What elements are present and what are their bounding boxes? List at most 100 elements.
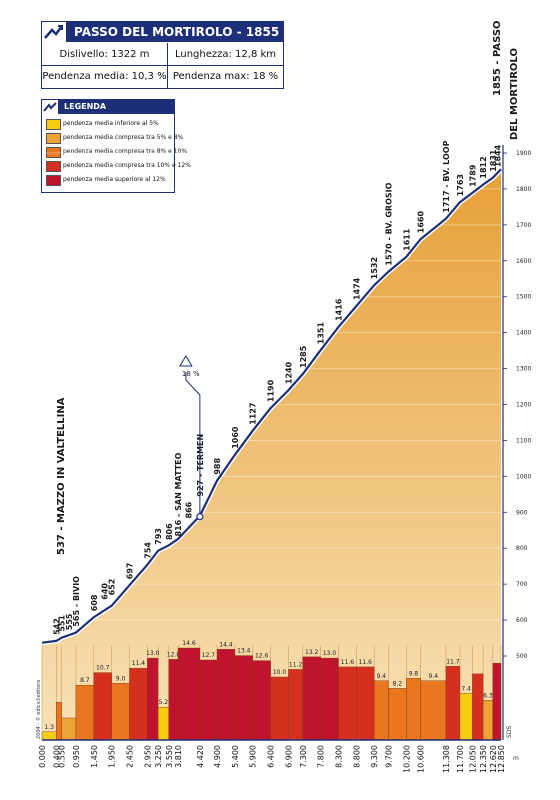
legend: LEGENDA pendenza media inferiore al 5% pe… <box>41 99 191 193</box>
elevation-label: 988 <box>213 458 222 475</box>
x-tick-label: 2.950 <box>143 745 152 768</box>
x-tick-label: 9.300 <box>370 745 379 768</box>
elevation-label: 1190 <box>267 379 276 402</box>
elevation-label: 754 <box>143 542 152 559</box>
x-tick-label: 1.950 <box>108 745 117 768</box>
x-tick-label: 0.400 <box>52 745 61 768</box>
elevation-label: 1351 <box>317 322 326 345</box>
gradient-label: 13.4 <box>237 648 251 655</box>
elevation-label: 1416 <box>334 298 343 321</box>
elevation-label: 1060 <box>231 426 240 449</box>
gradient-label: 9.4 <box>429 673 439 680</box>
page-title: PASSO DEL MORTIROLO - 1855 m <box>74 25 280 59</box>
gradient-bar <box>129 667 148 741</box>
y-tick-label: 600 <box>516 617 528 624</box>
x-tick-label: 0.950 <box>72 745 81 768</box>
x-tick-label: 9.700 <box>384 745 393 768</box>
gradient-bar <box>199 659 218 741</box>
gradient-label: 13.2 <box>305 649 319 656</box>
x-tick-label: 8.800 <box>352 745 361 768</box>
summit-label-2: DEL MORTIROLO <box>509 48 520 140</box>
x-tick-label: 6.400 <box>267 745 276 768</box>
gradient-bar <box>111 683 130 741</box>
y-tick-label: 700 <box>516 581 528 588</box>
legend-swatch <box>46 119 61 130</box>
elevation-label: 1844 <box>493 144 502 167</box>
gradient-bar <box>75 684 94 741</box>
elevation-label: 1831 <box>489 149 498 172</box>
x-tick-label: 11.308 <box>442 745 451 773</box>
gradient-bar <box>356 666 375 741</box>
elevation-label: 816 - SAN MATTEO <box>174 452 183 536</box>
gradient-label: 5.2 <box>159 699 169 706</box>
legend-label: pendenza media compresa tra 5% e 8% <box>63 134 184 141</box>
gradient-bar <box>459 693 473 741</box>
gradient-label: 7.4 <box>461 685 471 692</box>
gradient-label: 13.0 <box>146 650 160 657</box>
elevation-label: 793 <box>154 528 163 545</box>
x-tick-label: 5.900 <box>249 745 258 768</box>
x-tick-label: 10.200 <box>402 745 411 773</box>
gradient-bar <box>41 731 57 741</box>
gradient-label: 12.6 <box>255 653 269 660</box>
profile-area <box>42 169 501 740</box>
y-tick-label: 1000 <box>516 473 531 480</box>
x-tick-label: 0.550 <box>58 745 67 768</box>
x-tick-label: 2.450 <box>126 745 135 768</box>
legend-item: pendenza media compresa tra 10% e 12% <box>46 160 191 172</box>
y-tick-label: 1900 <box>516 150 531 157</box>
x-tick-label: 3.250 <box>154 745 163 768</box>
legend-item: pendenza media compresa tra 5% e 8% <box>46 132 183 144</box>
gradient-bar <box>168 659 179 741</box>
gradient-label: 14.4 <box>219 641 233 648</box>
gradient-label: 11.6 <box>341 659 355 666</box>
legend-swatch <box>46 133 61 144</box>
header-divider-v <box>167 43 168 88</box>
legend-title-bar: LEGENDA <box>42 100 174 114</box>
x-tick-label: 7.300 <box>299 745 308 768</box>
gradient-label: 9.4 <box>377 673 387 680</box>
legend-item: pendenza media inferiore al 5% <box>46 118 174 130</box>
elevation-label: 806 <box>165 523 174 540</box>
gradient-label: 9.8 <box>409 670 419 677</box>
gradient-label: 9.0 <box>116 675 126 682</box>
gradient-bar <box>406 678 421 741</box>
profile-line <box>41 168 502 644</box>
legend-label: pendenza media inferiore al 5% <box>63 120 159 127</box>
gradient-label: 11.7 <box>446 658 460 665</box>
legend-item: pendenza media superiore al 12% <box>46 174 174 186</box>
credit-label: 2004 - © ediciclieditore <box>35 680 42 739</box>
header-title-bar: PASSO DEL MORTIROLO - 1855 m <box>42 22 283 59</box>
x-tick-label: 3.550 <box>165 745 174 768</box>
elevation-label: 1660 <box>417 211 426 234</box>
x-tick-label: 11.700 <box>456 745 465 773</box>
mountain-logo-icon <box>42 22 67 42</box>
y-tick-label: 800 <box>516 545 528 552</box>
x-tick-label: 7.800 <box>317 745 326 768</box>
gradient-bar <box>472 673 484 741</box>
gradient-label: 8.2 <box>393 680 403 687</box>
legend-swatch <box>46 147 61 158</box>
gradient-label: 10.7 <box>96 665 110 672</box>
gradient-label: 11.6 <box>359 659 373 666</box>
y-tick-label: 500 <box>516 653 528 660</box>
y-tick-label: 900 <box>516 509 528 516</box>
max-grade-point <box>196 512 204 521</box>
max-grade-label: 18 % <box>182 370 200 378</box>
x-tick-label: 10.600 <box>417 745 426 773</box>
mountain-logo-icon <box>42 100 58 114</box>
y-tick-label: 1500 <box>516 294 531 301</box>
x-tick-label: 5.400 <box>231 745 240 768</box>
info-header: PASSO DEL MORTIROLO - 1855 m Dislivello:… <box>41 21 284 89</box>
elevation-label: 1812 <box>479 156 488 178</box>
gradient-bar <box>373 680 389 741</box>
gradient-bar <box>482 700 493 741</box>
elevation-label: 1285 <box>299 345 308 368</box>
y-tick-label: 1400 <box>516 330 531 337</box>
legend-swatch <box>46 161 61 172</box>
x-tick-label: 12.050 <box>468 745 477 773</box>
km-unit-label: m <box>513 755 519 762</box>
elevation-label: 1611 <box>402 228 411 251</box>
gradient-bar <box>420 680 447 741</box>
